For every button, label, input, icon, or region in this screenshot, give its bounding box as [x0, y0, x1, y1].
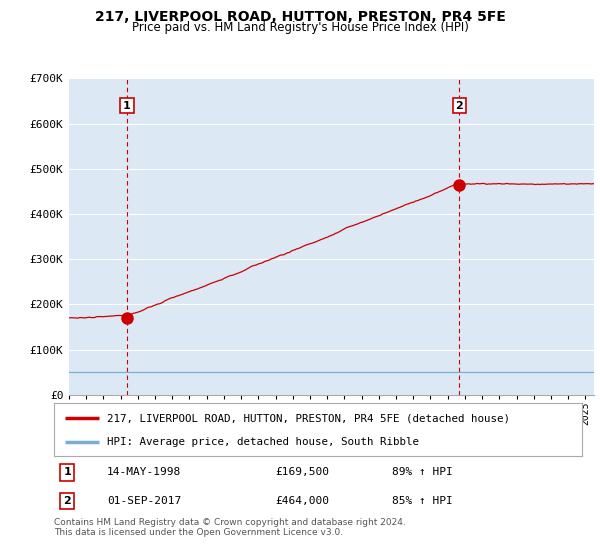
Text: £169,500: £169,500 [276, 467, 330, 477]
Text: 89% ↑ HPI: 89% ↑ HPI [392, 467, 452, 477]
Text: 01-SEP-2017: 01-SEP-2017 [107, 496, 181, 506]
Text: 217, LIVERPOOL ROAD, HUTTON, PRESTON, PR4 5FE: 217, LIVERPOOL ROAD, HUTTON, PRESTON, PR… [95, 10, 505, 24]
Text: 1: 1 [64, 467, 71, 477]
Text: 2: 2 [64, 496, 71, 506]
Text: 14-MAY-1998: 14-MAY-1998 [107, 467, 181, 477]
Text: Price paid vs. HM Land Registry's House Price Index (HPI): Price paid vs. HM Land Registry's House … [131, 21, 469, 34]
Text: Contains HM Land Registry data © Crown copyright and database right 2024.
This d: Contains HM Land Registry data © Crown c… [54, 518, 406, 538]
Text: 1: 1 [123, 101, 131, 110]
Text: 2: 2 [455, 101, 463, 110]
Text: 85% ↑ HPI: 85% ↑ HPI [392, 496, 452, 506]
Text: 217, LIVERPOOL ROAD, HUTTON, PRESTON, PR4 5FE (detached house): 217, LIVERPOOL ROAD, HUTTON, PRESTON, PR… [107, 413, 510, 423]
Text: HPI: Average price, detached house, South Ribble: HPI: Average price, detached house, Sout… [107, 436, 419, 446]
Text: £464,000: £464,000 [276, 496, 330, 506]
